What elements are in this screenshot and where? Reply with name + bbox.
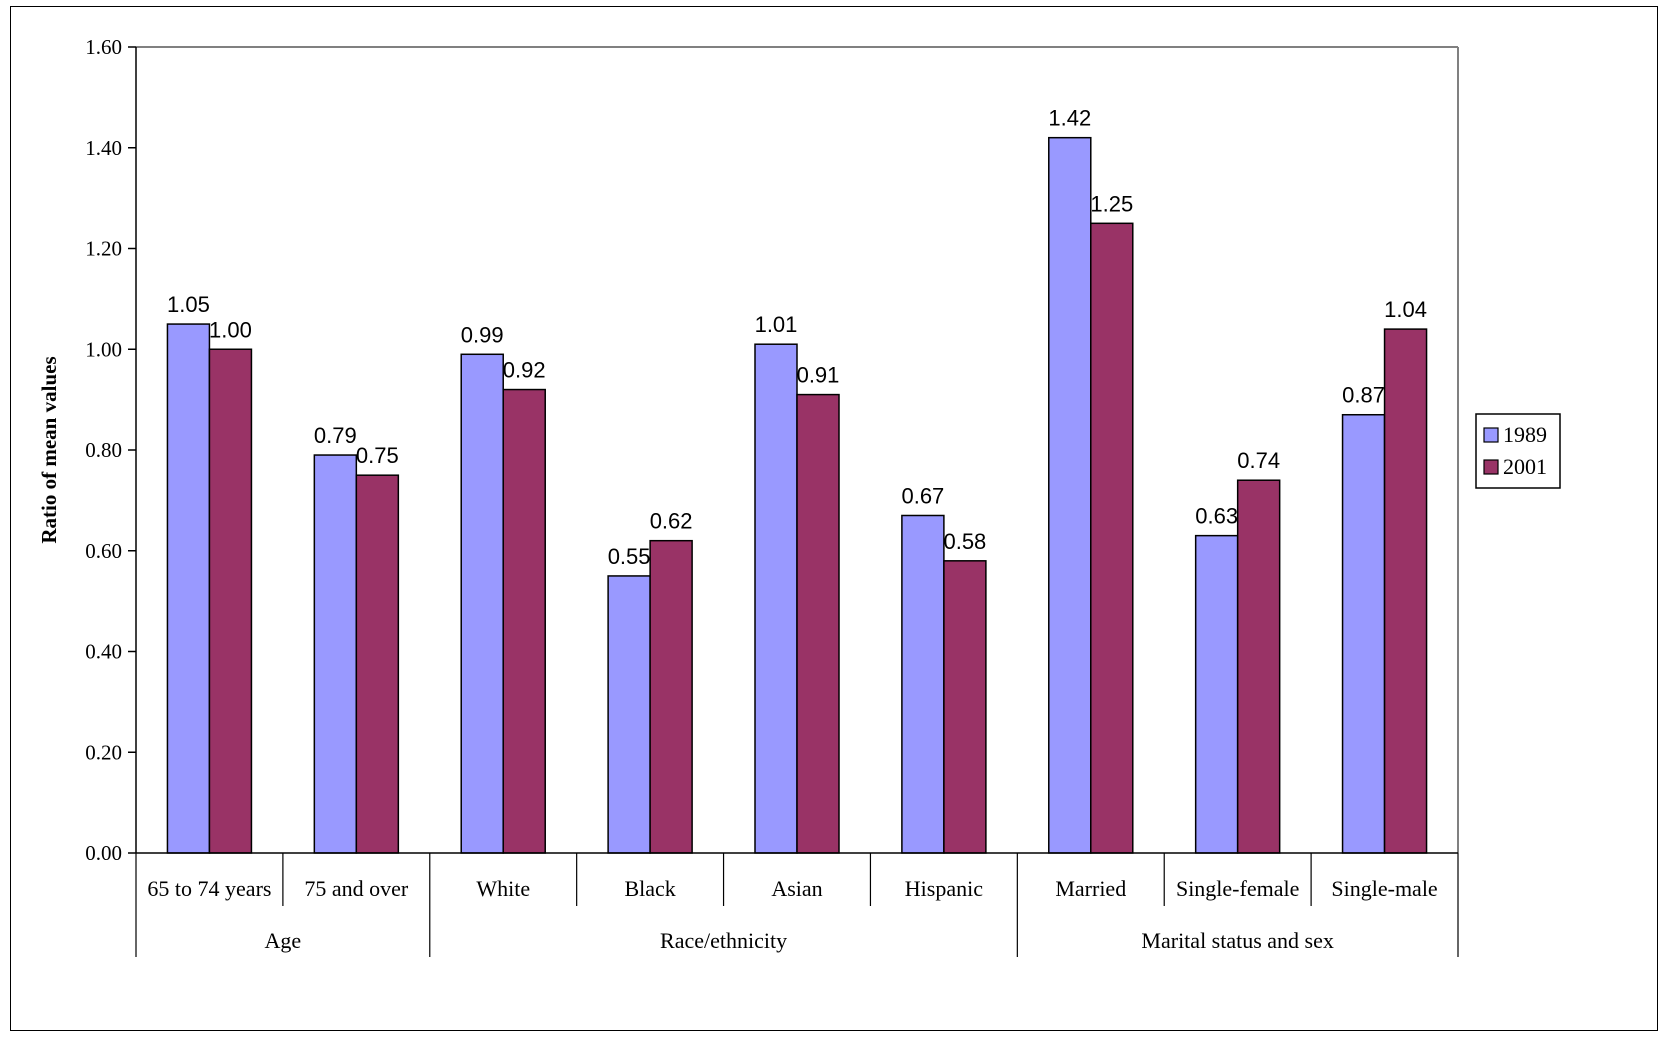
bar-1989-6 bbox=[1048, 136, 1092, 854]
category-label: 75 and over bbox=[304, 876, 409, 901]
data-label-1989-1: 0.79 bbox=[314, 423, 357, 448]
bar-1989-5 bbox=[901, 514, 945, 854]
legend-swatch-1989 bbox=[1483, 427, 1499, 443]
data-label-1989-3: 0.55 bbox=[608, 544, 651, 569]
category-label: Married bbox=[1055, 876, 1126, 901]
category-label: Single-male bbox=[1331, 876, 1437, 901]
data-label-1989-2: 0.99 bbox=[461, 322, 504, 347]
bar-2001-5 bbox=[943, 560, 987, 854]
y-tick-label: 0.60 bbox=[85, 539, 122, 563]
bar-1989-3 bbox=[607, 575, 651, 854]
bar-2001-6 bbox=[1090, 222, 1134, 854]
data-label-1989-4: 1.01 bbox=[755, 312, 798, 337]
group-label: Marital status and sex bbox=[1141, 928, 1333, 953]
data-label-1989-5: 0.67 bbox=[901, 483, 944, 508]
bar-2001-1 bbox=[355, 474, 400, 854]
data-label-1989-6: 1.42 bbox=[1048, 106, 1091, 131]
data-label-1989-7: 0.63 bbox=[1195, 504, 1238, 529]
data-label-2001-5: 0.58 bbox=[943, 529, 986, 554]
y-tick-label: 0.00 bbox=[85, 841, 122, 865]
y-tick-label: 0.20 bbox=[85, 740, 122, 764]
data-label-2001-6: 1.25 bbox=[1090, 191, 1133, 216]
legend-label-2001: 2001 bbox=[1503, 454, 1547, 479]
data-label-2001-3: 0.62 bbox=[650, 509, 693, 534]
category-label: Hispanic bbox=[905, 876, 983, 901]
data-label-2001-7: 0.74 bbox=[1237, 448, 1280, 473]
group-label: Age bbox=[265, 928, 302, 953]
y-tick-label: 1.00 bbox=[85, 337, 122, 361]
data-label-2001-8: 1.04 bbox=[1384, 297, 1427, 322]
data-label-2001-1: 0.75 bbox=[356, 443, 399, 468]
bar-2001-4 bbox=[796, 393, 840, 854]
category-label: Asian bbox=[771, 876, 822, 901]
data-label-1989-8: 0.87 bbox=[1342, 383, 1385, 408]
bar-1989-1 bbox=[313, 454, 358, 854]
legend-swatch-2001 bbox=[1483, 459, 1499, 475]
y-tick-label: 0.80 bbox=[85, 438, 122, 462]
bar-1989-8 bbox=[1341, 413, 1386, 854]
bar-1989-7 bbox=[1194, 534, 1239, 854]
category-label: Black bbox=[624, 876, 675, 901]
bar-1989-0 bbox=[166, 323, 211, 854]
y-axis-title: Ratio of mean values bbox=[37, 356, 61, 543]
bar-2001-8 bbox=[1383, 328, 1428, 854]
bar-2001-7 bbox=[1236, 479, 1281, 854]
y-tick-label: 1.60 bbox=[85, 35, 122, 59]
category-label: Single-female bbox=[1176, 876, 1299, 901]
y-tick-label: 1.40 bbox=[85, 136, 122, 160]
category-label: White bbox=[476, 876, 530, 901]
category-label: 65 to 74 years bbox=[147, 876, 271, 901]
bar-1989-4 bbox=[754, 343, 798, 854]
legend-label-1989: 1989 bbox=[1503, 422, 1547, 447]
group-label: Race/ethnicity bbox=[660, 928, 787, 953]
data-label-2001-4: 0.91 bbox=[797, 363, 840, 388]
y-tick-label: 0.40 bbox=[85, 640, 122, 664]
bar-2001-2 bbox=[502, 388, 546, 854]
data-label-2001-2: 0.92 bbox=[503, 358, 546, 383]
legend-box bbox=[1475, 413, 1561, 489]
y-tick-label: 1.20 bbox=[85, 237, 122, 261]
bar-2001-0 bbox=[208, 348, 253, 854]
bar-1989-2 bbox=[460, 353, 504, 854]
bar-2001-3 bbox=[649, 539, 693, 854]
data-label-2001-0: 1.00 bbox=[209, 317, 252, 342]
data-label-1989-0: 1.05 bbox=[167, 292, 210, 317]
